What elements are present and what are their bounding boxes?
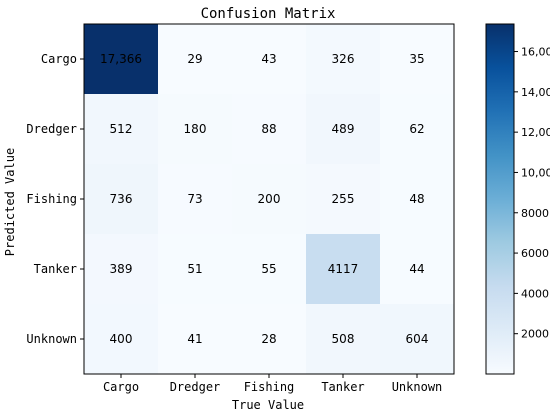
heatmap-cell [84,24,159,95]
heatmap-cells [84,24,455,375]
heatmap-cell [158,94,233,165]
chart-title: Confusion Matrix [201,6,336,22]
heatmap-cell [380,24,455,95]
x-tick-label: Fishing [244,380,295,394]
heatmap-cell-label: 508 [332,332,355,346]
y-tick-label: Unknown [26,332,77,346]
heatmap-cell [306,304,381,375]
heatmap-cell [232,164,307,235]
heatmap-cell [84,94,159,165]
heatmap-cell [232,234,307,305]
heatmap-cell-label: 512 [110,122,133,136]
y-axis-label: Predicted Value [3,148,17,256]
heatmap-cell-label: 48 [409,192,424,206]
heatmap-cell-label: 28 [261,332,276,346]
colorbar-tick-label: 4000 [521,287,549,300]
colorbar-tick-label: 8000 [521,207,549,220]
colorbar-ticks: 2000 4000 6000 8000 10,000 12,000 14,000 16,000 [514,46,550,341]
heatmap-cell-label: 73 [187,192,202,206]
x-axis-label: True Value [232,398,304,412]
heatmap-cell [158,164,233,235]
heatmap-cell-label: 41 [187,332,202,346]
heatmap-cell [232,304,307,375]
heatmap-cell-label: 736 [110,192,133,206]
heatmap-cell [84,164,159,235]
heatmap-cell [158,304,233,375]
heatmap-cell [380,234,455,305]
x-axis-ticks: Cargo Dredger Fishing Tanker Unknown [103,374,442,394]
heatmap-cell-label: 29 [187,52,202,66]
colorbar-tick-label: 12,000 [521,126,550,139]
heatmap-cell-label: 62 [409,122,424,136]
heatmap-cell-label: 180 [184,122,207,136]
y-tick-label: Fishing [26,192,77,206]
colorbar [485,23,515,375]
heatmap-cell [232,94,307,165]
heatmap-cell-label: 43 [261,52,276,66]
colorbar-tick-label: 6000 [521,247,549,260]
heatmap-cell-label: 88 [261,122,276,136]
heatmap-cell [306,24,381,95]
heatmap-cell-label: 400 [110,332,133,346]
heatmap-cell [232,24,307,95]
heatmap-cell [380,164,455,235]
x-tick-label: Tanker [321,380,364,394]
heatmap-cell-label: 44 [409,262,424,276]
heatmap-cell [306,234,381,305]
heatmap-cell [84,234,159,305]
x-tick-label: Cargo [103,380,139,394]
y-tick-label: Tanker [34,262,77,276]
heatmap-cell [158,234,233,305]
y-tick-label: Dredger [26,122,77,136]
heatmap-cell-label: 51 [187,262,202,276]
colorbar-tick-label: 16,000 [521,46,550,59]
heatmap-cell [158,24,233,95]
heatmap-cell-label: 255 [332,192,355,206]
heatmap-cell-label: 35 [409,52,424,66]
heatmap-cell [84,304,159,375]
colorbar-tick-label: 2000 [521,328,549,341]
colorbar-tick-label: 10,000 [521,166,550,179]
heatmap-cell [380,304,455,375]
x-tick-label: Unknown [392,380,443,394]
heatmap-cell-label: 326 [332,52,355,66]
heatmap-cell-label: 389 [110,262,133,276]
heatmap-cell [306,94,381,165]
heatmap-cell-label: 489 [332,122,355,136]
heatmap-cell-label: 55 [261,262,276,276]
heatmap-cell [380,94,455,165]
heatmap-value-labels: 17,366 29 43 326 35 512 180 88 489 62 736 73 200 255 4… [100,52,428,346]
heatmap-cell-label: 604 [406,332,429,346]
colorbar-tick-label: 14,000 [521,86,550,99]
heatmap-cell-label: 200 [258,192,281,206]
y-tick-label: Cargo [41,52,77,66]
heatmap-cell [306,164,381,235]
heatmap-cell-label: 4117 [328,262,359,276]
x-tick-label: Dredger [170,380,221,394]
heatmap-cell-label: 17,366 [100,52,142,66]
y-axis-ticks: Cargo Dredger Fishing Tanker Unknown [26,52,84,346]
